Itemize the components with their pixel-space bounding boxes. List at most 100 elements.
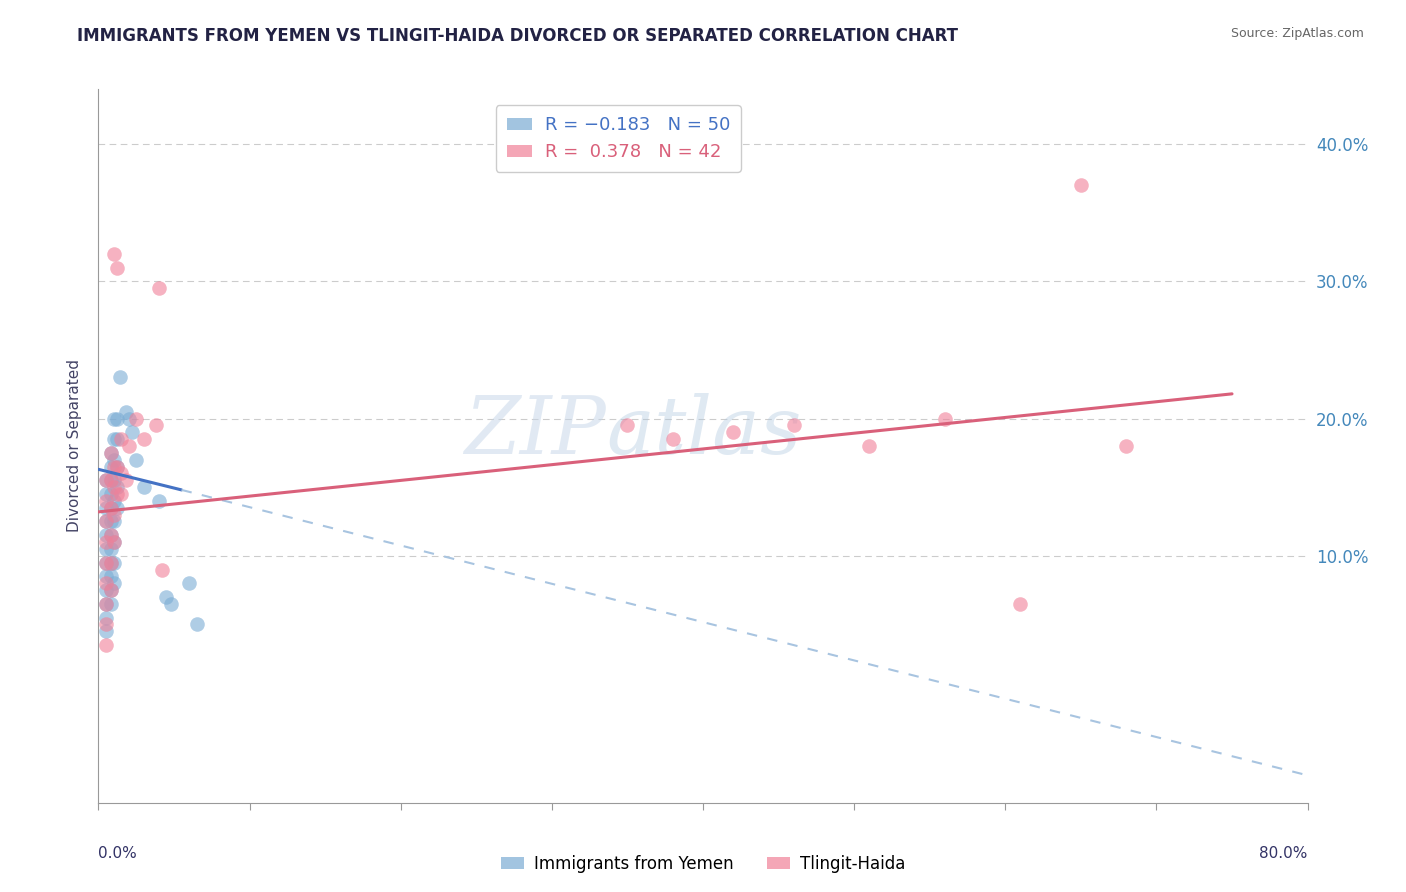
Point xyxy=(121,425,143,440)
Point xyxy=(94,528,117,542)
Point xyxy=(100,556,122,570)
Point xyxy=(94,569,117,583)
Y-axis label: Divorced or Separated: Divorced or Separated xyxy=(67,359,83,533)
Point xyxy=(100,473,122,487)
Text: atlas: atlas xyxy=(606,393,801,470)
Point xyxy=(105,459,128,474)
Point xyxy=(94,500,117,515)
Point xyxy=(125,452,148,467)
Point xyxy=(118,411,141,425)
Point xyxy=(118,439,141,453)
Point xyxy=(100,528,122,542)
Point xyxy=(858,439,880,453)
Point xyxy=(103,535,125,549)
Point xyxy=(125,411,148,425)
Text: 80.0%: 80.0% xyxy=(1260,846,1308,861)
Point xyxy=(179,576,201,591)
Point xyxy=(100,515,122,529)
Point xyxy=(103,535,125,549)
Point xyxy=(94,597,117,611)
Point xyxy=(1070,178,1092,193)
Point xyxy=(94,576,117,591)
Point xyxy=(103,459,125,474)
Point xyxy=(105,480,128,494)
Point xyxy=(100,569,122,583)
Legend: R = −0.183   N = 50, R =  0.378   N = 42: R = −0.183 N = 50, R = 0.378 N = 42 xyxy=(496,105,741,172)
Point xyxy=(94,473,117,487)
Point xyxy=(100,541,122,556)
Point xyxy=(103,473,125,487)
Point xyxy=(94,487,117,501)
Point xyxy=(94,638,117,652)
Point xyxy=(100,446,122,460)
Point xyxy=(110,467,132,481)
Point xyxy=(110,432,132,446)
Point xyxy=(934,411,956,425)
Point xyxy=(186,617,208,632)
Point xyxy=(94,541,117,556)
Point xyxy=(150,562,173,576)
Point xyxy=(783,418,806,433)
Point xyxy=(1010,597,1032,611)
Point xyxy=(110,487,132,501)
Point xyxy=(100,500,122,515)
Point xyxy=(114,473,136,487)
Point xyxy=(132,432,155,446)
Point xyxy=(103,432,125,446)
Point xyxy=(94,597,117,611)
Point xyxy=(100,500,122,515)
Point xyxy=(105,260,128,275)
Point xyxy=(94,617,117,632)
Point xyxy=(1115,439,1137,453)
Point xyxy=(103,494,125,508)
Point xyxy=(103,515,125,529)
Point xyxy=(148,494,170,508)
Point xyxy=(105,411,128,425)
Point xyxy=(105,432,128,446)
Point xyxy=(108,370,131,384)
Point xyxy=(94,556,117,570)
Point xyxy=(114,405,136,419)
Point xyxy=(94,494,117,508)
Point xyxy=(100,583,122,598)
Point xyxy=(103,452,125,467)
Point xyxy=(100,583,122,598)
Text: ZIP: ZIP xyxy=(464,393,606,470)
Point xyxy=(100,459,122,474)
Point xyxy=(100,597,122,611)
Point xyxy=(94,515,117,529)
Point xyxy=(103,508,125,522)
Point xyxy=(148,281,170,295)
Legend: Immigrants from Yemen, Tlingit-Haida: Immigrants from Yemen, Tlingit-Haida xyxy=(494,848,912,880)
Point xyxy=(103,576,125,591)
Point xyxy=(103,411,125,425)
Point xyxy=(94,556,117,570)
Point xyxy=(103,480,125,494)
Point xyxy=(105,487,128,501)
Point xyxy=(94,535,117,549)
Point xyxy=(103,247,125,261)
Point xyxy=(616,418,638,433)
Point xyxy=(100,473,122,487)
Point xyxy=(155,590,177,604)
Point xyxy=(100,446,122,460)
Point xyxy=(103,556,125,570)
Point xyxy=(94,583,117,598)
Point xyxy=(94,473,117,487)
Point xyxy=(100,487,122,501)
Point xyxy=(105,459,128,474)
Point xyxy=(100,556,122,570)
Text: 0.0%: 0.0% xyxy=(98,846,138,861)
Point xyxy=(94,515,117,529)
Text: IMMIGRANTS FROM YEMEN VS TLINGIT-HAIDA DIVORCED OR SEPARATED CORRELATION CHART: IMMIGRANTS FROM YEMEN VS TLINGIT-HAIDA D… xyxy=(77,27,959,45)
Point xyxy=(723,425,745,440)
Point xyxy=(94,624,117,639)
Point xyxy=(94,610,117,624)
Text: Source: ZipAtlas.com: Source: ZipAtlas.com xyxy=(1230,27,1364,40)
Point xyxy=(661,432,683,446)
Point xyxy=(105,500,128,515)
Point xyxy=(160,597,183,611)
Point xyxy=(145,418,167,433)
Point xyxy=(132,480,155,494)
Point xyxy=(100,528,122,542)
